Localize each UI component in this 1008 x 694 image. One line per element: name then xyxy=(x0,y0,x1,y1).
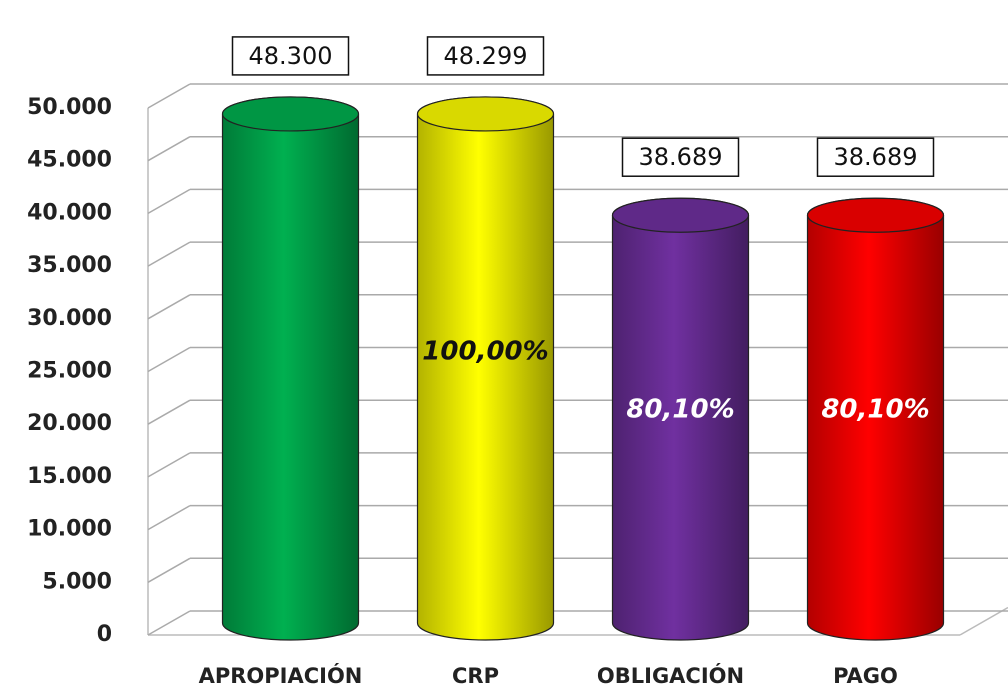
grid-line-side xyxy=(148,295,190,319)
bar-top xyxy=(418,97,554,131)
inner-label: 100,00% xyxy=(422,337,548,367)
x-tick-label: PAGO xyxy=(833,664,898,688)
grid-line-side xyxy=(148,348,190,372)
y-tick-label: 30.000 xyxy=(27,306,112,331)
y-tick-label: 45.000 xyxy=(27,148,112,173)
x-tick-label: OBLIGACIÓN xyxy=(597,663,744,688)
grid-line-side xyxy=(148,84,190,108)
grid-line-side xyxy=(148,400,190,424)
bar-top xyxy=(808,198,944,232)
inner-label: 80,10% xyxy=(821,395,929,425)
chart: 0 5.000 10.000 15.000 20.000 25.000 30.000 35.0… xyxy=(0,0,1008,694)
x-tick-label: APROPIACIÓN xyxy=(199,663,363,688)
y-tick-label: 20.000 xyxy=(27,411,112,436)
grid-line-side xyxy=(148,611,190,635)
value-label: 48.299 xyxy=(444,42,528,70)
grid-line-side xyxy=(148,189,190,213)
grid-line-side xyxy=(148,506,190,530)
bar xyxy=(223,97,359,640)
y-tick-label: 40.000 xyxy=(27,200,112,225)
y-tick-label: 10.000 xyxy=(27,517,112,542)
bar xyxy=(418,97,554,640)
value-label: 38.689 xyxy=(639,143,723,171)
grid-line-side xyxy=(148,558,190,582)
inner-label: 80,10% xyxy=(626,395,734,425)
x-tick-label: CRP xyxy=(452,664,499,688)
grid-line-side xyxy=(148,137,190,161)
y-tick-label: 25.000 xyxy=(27,359,112,384)
grid-line-side xyxy=(148,453,190,477)
y-tick-label: 15.000 xyxy=(27,464,112,489)
y-tick-label: 0 xyxy=(97,622,112,647)
bar-top xyxy=(613,198,749,232)
y-tick-label: 5.000 xyxy=(42,569,112,594)
value-label: 38.689 xyxy=(834,143,918,171)
grid-line-side xyxy=(148,242,190,266)
value-label: 48.300 xyxy=(249,42,333,70)
y-tick-label: 35.000 xyxy=(27,253,112,278)
y-tick-label: 50.000 xyxy=(27,95,112,120)
bar-top xyxy=(223,97,359,131)
